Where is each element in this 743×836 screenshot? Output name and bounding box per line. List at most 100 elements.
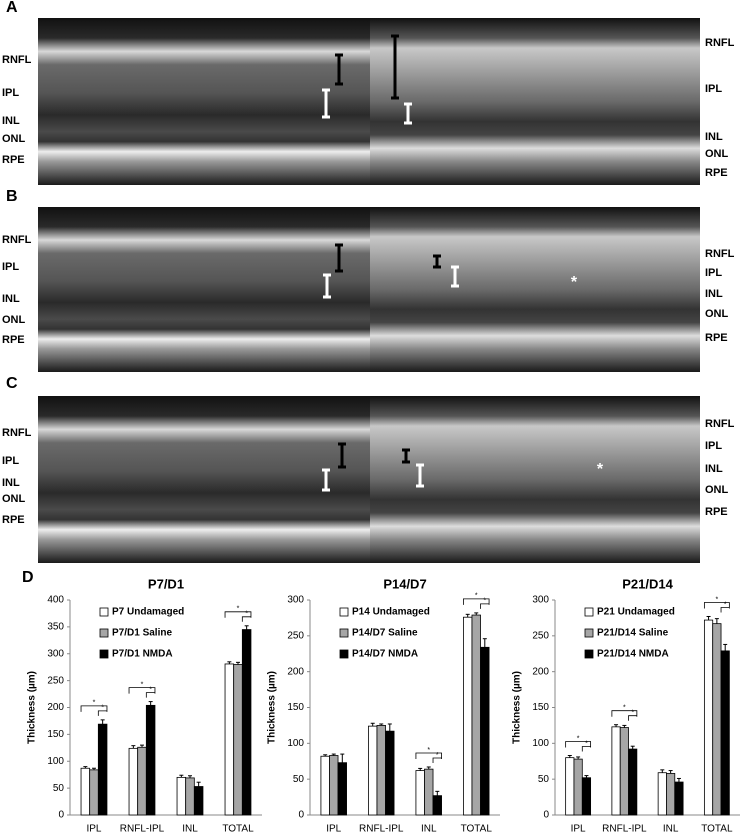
y-tick-label: 0 — [543, 810, 549, 821]
layer-label: RNFL — [2, 427, 32, 439]
bar — [97, 723, 108, 816]
x-tick-label: RNFL-IPL — [120, 824, 165, 835]
legend-swatch — [339, 628, 349, 638]
bar — [376, 725, 386, 816]
significance-label: * — [237, 606, 240, 613]
panel-label: A — [6, 0, 18, 16]
x-tick-label: RNFL-IPL — [359, 824, 404, 835]
layer-label: IPL — [705, 83, 722, 95]
bar — [337, 762, 347, 816]
layer-label: INL — [705, 288, 723, 300]
y-tick-label: 100 — [287, 738, 304, 749]
y-tick-label: 150 — [287, 702, 304, 713]
legend-swatch — [584, 649, 594, 659]
legend-swatch — [99, 649, 109, 659]
annotation: * — [597, 461, 604, 478]
legend-swatch — [99, 628, 109, 638]
bar — [619, 727, 629, 816]
image-title: D14 - NMDA — [498, 378, 573, 393]
layer-label: RNFL — [705, 248, 735, 260]
bar — [471, 614, 481, 816]
x-tick-label: INL — [421, 824, 437, 835]
layer-label: RNFL — [705, 418, 735, 430]
x-tick-label: TOTAL — [461, 824, 493, 835]
layer-label: RPE — [705, 332, 728, 344]
bar — [424, 768, 434, 816]
bar — [385, 730, 395, 816]
layer-label: RNFL — [705, 37, 735, 49]
significance-label: * — [141, 681, 144, 688]
legend-swatch — [99, 607, 109, 617]
image-title: D1 - NMDA — [501, 1, 569, 16]
bar — [573, 758, 583, 816]
significance-bracket — [432, 757, 442, 763]
bar — [224, 663, 235, 816]
significance-label: * — [427, 747, 430, 754]
bar — [480, 646, 490, 816]
layer-label: RPE — [2, 154, 25, 166]
layer-label: IPL — [2, 455, 19, 467]
significance-bracket — [581, 746, 591, 752]
significance-bracket — [720, 607, 730, 613]
significance-bracket — [224, 611, 252, 618]
significance-bracket — [480, 603, 490, 609]
layer-label: ONL — [705, 148, 729, 160]
y-tick-label: 50 — [538, 774, 550, 785]
significance-label: * — [716, 596, 719, 603]
bar — [463, 616, 473, 816]
significance-bracket — [145, 692, 155, 698]
y-tick-label: 250 — [287, 630, 304, 641]
y-tick-label: 150 — [532, 702, 549, 713]
x-tick-label: IPL — [326, 824, 341, 835]
bar — [89, 769, 99, 816]
bar — [657, 772, 667, 816]
chart-title: P14/D7 — [383, 576, 426, 591]
layer-label: ONL — [705, 308, 729, 320]
bar — [320, 755, 330, 816]
y-tick-label: 300 — [47, 648, 64, 659]
y-tick-label: 400 — [47, 595, 64, 606]
bar — [674, 781, 684, 816]
y-tick-label: 50 — [293, 774, 305, 785]
bar — [415, 770, 425, 816]
y-axis-label: Thickness (µm) — [27, 671, 38, 744]
y-tick-label: 50 — [53, 783, 65, 794]
layer-label: IPL — [2, 87, 19, 99]
bar — [176, 776, 187, 816]
bar — [193, 786, 204, 816]
layer-label: RNFL — [2, 234, 32, 246]
image-title: D1 - Saline — [171, 1, 237, 16]
oct-image — [370, 207, 700, 372]
image-title: D7 - NMDA — [501, 191, 569, 206]
y-tick-label: 100 — [532, 738, 549, 749]
y-tick-label: 250 — [47, 675, 64, 686]
significance-bracket — [565, 741, 592, 748]
layer-label: IPL — [705, 440, 722, 452]
oct-image — [370, 18, 700, 185]
x-tick-label: TOTAL — [701, 824, 733, 835]
y-tick-label: 250 — [532, 630, 549, 641]
y-tick-label: 200 — [287, 666, 304, 677]
layer-label: ONL — [2, 493, 26, 505]
significance-bracket — [611, 710, 638, 717]
bar — [329, 755, 339, 816]
legend-swatch — [339, 607, 349, 617]
bar — [80, 767, 91, 816]
layer-label: ONL — [705, 484, 729, 496]
bar — [581, 777, 592, 816]
legend-swatch — [584, 628, 594, 638]
significance-label: * — [436, 752, 439, 759]
y-tick-label: 200 — [47, 702, 64, 713]
bar — [185, 777, 195, 816]
significance-label: * — [149, 686, 152, 693]
legend-label: P7 Undamaged — [112, 607, 184, 618]
significance-bracket — [80, 705, 108, 712]
bar — [703, 619, 714, 816]
annotation: * — [571, 274, 578, 291]
y-tick-label: 350 — [47, 622, 64, 633]
legend-label: P21/D14 Saline — [597, 628, 669, 639]
significance-label: * — [475, 593, 478, 600]
bar — [712, 623, 722, 816]
legend-swatch — [339, 649, 349, 659]
